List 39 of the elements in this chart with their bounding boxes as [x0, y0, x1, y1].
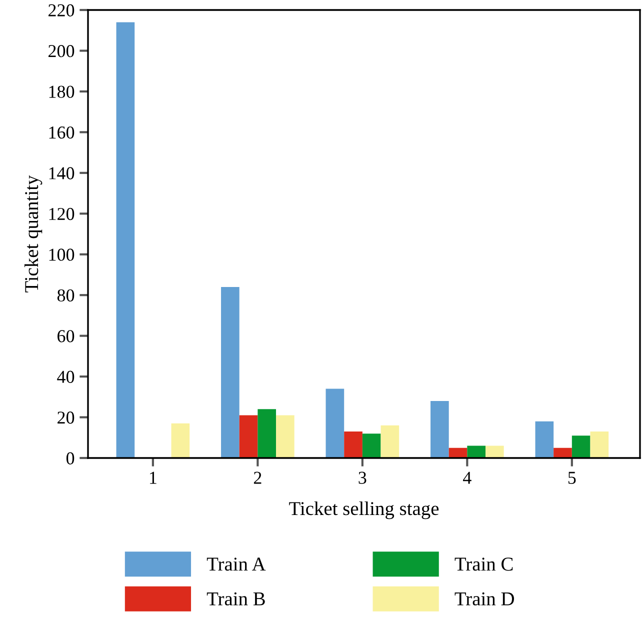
bar [467, 446, 486, 458]
bar [116, 22, 135, 458]
y-tick-label: 80 [57, 289, 74, 302]
bar [221, 286, 240, 458]
y-tick-label: 100 [49, 248, 74, 261]
y-tick-label: 220 [48, 4, 74, 16]
bar [344, 432, 362, 458]
legend-label: Train A [206, 558, 266, 571]
y-tick-label: 60 [58, 330, 74, 342]
y-tick-label: 120 [49, 208, 74, 220]
y-tick-label: 200 [48, 44, 74, 58]
y-tick-label: 140 [49, 167, 74, 180]
bar [572, 436, 590, 458]
bar [535, 421, 554, 458]
bar [171, 423, 190, 458]
x-tick-label: 1 [150, 472, 156, 484]
bar [239, 415, 258, 458]
bar [380, 425, 400, 458]
x-tick-label: 2 [254, 472, 262, 484]
bar [276, 415, 294, 458]
y-tick-label: 20 [58, 412, 74, 424]
y-tick-label: 180 [49, 86, 74, 98]
x-tick-label: 5 [568, 472, 576, 484]
x-tick-label: 4 [463, 472, 472, 484]
legend-label: Train C [454, 558, 513, 571]
legend-label: Train D [454, 592, 514, 606]
bar [326, 388, 344, 458]
bar [362, 434, 381, 458]
y-tick-label: 40 [57, 370, 74, 383]
bar [258, 409, 276, 458]
y-tick-label: 0 [66, 452, 74, 464]
legend-label: Train B [206, 592, 265, 606]
bar [486, 446, 504, 458]
bar [590, 432, 609, 458]
x-axis-title: Ticket selling stage [289, 501, 439, 520]
y-axis-title: Ticket quantity [24, 175, 42, 292]
x-tick-label: 3 [358, 472, 366, 484]
bar [430, 400, 449, 458]
y-tick-label: 160 [49, 126, 74, 139]
